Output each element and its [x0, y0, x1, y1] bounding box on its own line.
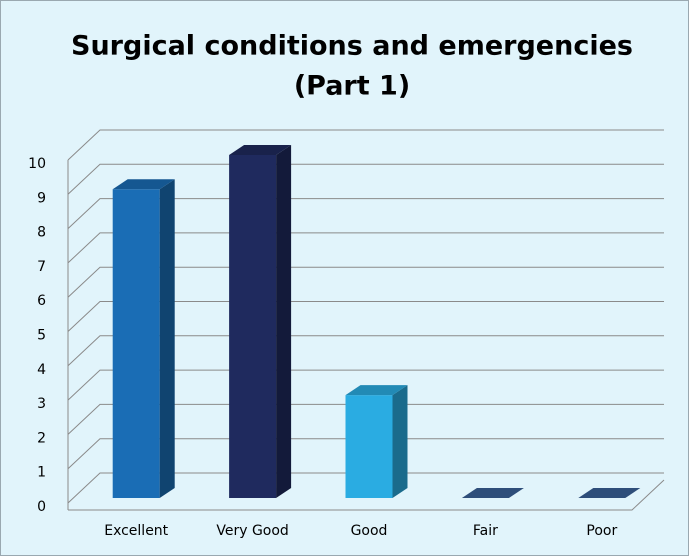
y-tick-label: 10	[28, 156, 46, 172]
bar	[578, 488, 641, 498]
y-tick-label: 4	[37, 362, 46, 378]
bar	[461, 488, 524, 498]
grid-line	[67, 129, 664, 161]
bar-top	[461, 488, 524, 498]
x-tick-label: Excellent	[104, 523, 168, 539]
y-tick-label: 8	[37, 225, 46, 241]
x-tick-label: Fair	[473, 523, 498, 539]
grid-line	[67, 335, 664, 367]
y-tick-label: 6	[37, 293, 46, 309]
grid-line	[67, 369, 664, 401]
bar	[345, 385, 408, 498]
grid-line	[67, 403, 664, 435]
grid-line	[67, 301, 664, 332]
floor	[68, 479, 665, 511]
grid-line	[67, 266, 664, 298]
bar-top	[578, 488, 641, 498]
grid-line	[67, 438, 664, 470]
bar-front	[229, 155, 277, 498]
bar	[112, 179, 175, 499]
bar-side	[159, 179, 175, 499]
y-tick-label: 0	[37, 499, 46, 515]
grid-line	[67, 232, 664, 264]
y-tick-label: 5	[37, 328, 46, 344]
chart-title: Surgical conditions and emergencies	[71, 31, 633, 62]
y-tick-label: 3	[37, 396, 46, 412]
grid-line	[67, 163, 664, 195]
bar-top	[345, 385, 408, 396]
bar-side	[392, 385, 408, 498]
grid-line	[67, 472, 664, 504]
bar	[229, 145, 292, 498]
x-tick-label: Poor	[586, 523, 617, 539]
chart-title: (Part 1)	[294, 71, 410, 102]
grid-line	[67, 198, 664, 229]
y-tick-label: 7	[37, 259, 46, 275]
y-tick-label: 1	[37, 465, 46, 481]
bar-top	[229, 145, 292, 155]
bar-front	[345, 395, 393, 498]
x-tick-label: Very Good	[216, 523, 288, 539]
x-tick-label: Good	[351, 523, 388, 539]
bar-side	[276, 145, 292, 498]
y-tick-label: 9	[37, 190, 46, 206]
y-tick-label: 2	[37, 430, 46, 446]
bar-top	[112, 179, 175, 190]
bar-front	[112, 189, 160, 499]
